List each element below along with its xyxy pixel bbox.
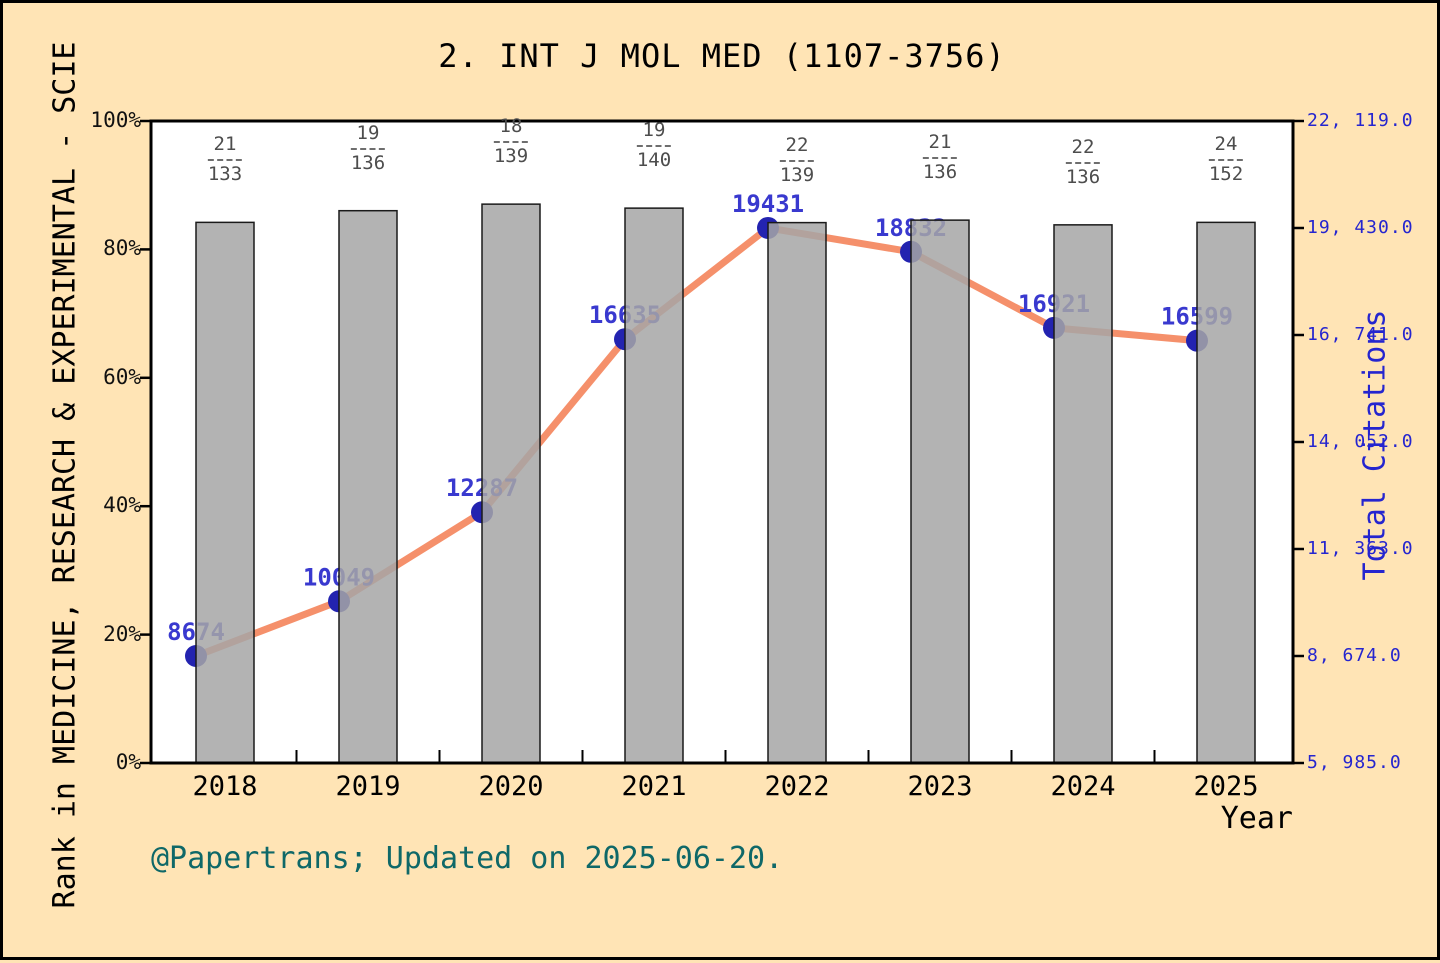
rank-bar [1196, 221, 1256, 764]
rank-bar [624, 207, 684, 764]
plot-area [151, 121, 1293, 763]
rank-bar [481, 203, 541, 764]
rank-bar [767, 221, 827, 764]
rank-bar [1053, 224, 1113, 764]
plot-frame [149, 119, 1295, 765]
rank-bar [338, 209, 398, 764]
rank-bar [910, 219, 970, 764]
chart-canvas: 867410049122871663519431188321692116599 [140, 119, 1304, 765]
rank-bar [195, 221, 255, 764]
citation-value-label: 19431 [732, 190, 804, 218]
